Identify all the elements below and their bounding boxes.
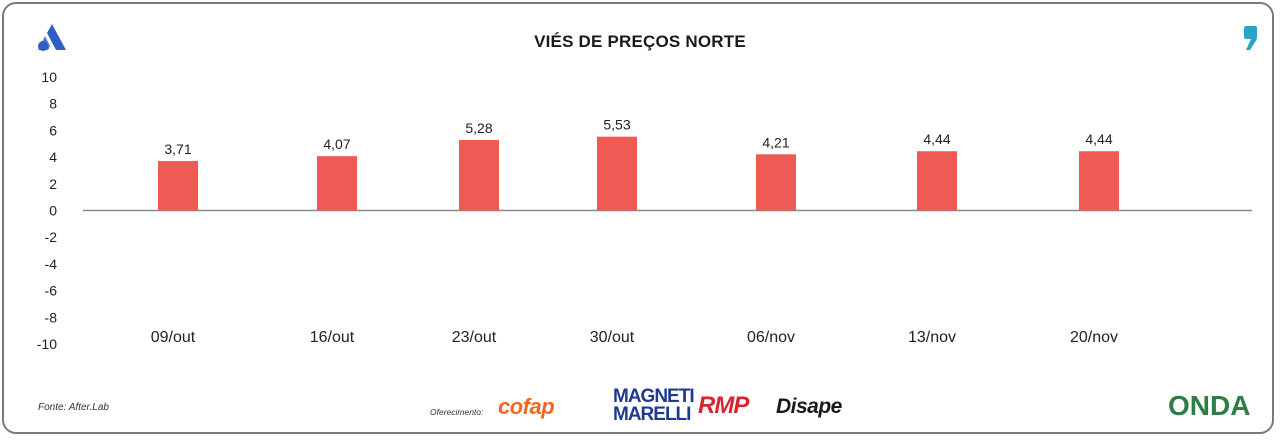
bar: [756, 154, 796, 211]
data-label: 5,53: [603, 117, 630, 133]
bar: [917, 151, 957, 211]
x-tick-label: 20/nov: [1070, 329, 1118, 346]
bars-group: [158, 136, 1119, 211]
data-labels-group: 3,71 4,07 5,28 5,53 4,21 4,44 4,44: [164, 117, 1112, 157]
x-tick-label: 13/nov: [908, 329, 956, 346]
data-label: 4,44: [923, 131, 950, 147]
x-tick-label: 06/nov: [747, 329, 795, 346]
cofap-logo: cofap: [498, 394, 555, 419]
comma-logo-icon: [1244, 26, 1257, 50]
x-tick-label: 09/out: [151, 329, 196, 346]
data-label: 4,07: [323, 136, 350, 152]
x-tick-label: 16/out: [310, 329, 355, 346]
rmp-logo: RMP: [698, 392, 749, 419]
y-tick-label: 2: [49, 176, 57, 192]
y-tick-label: 10: [41, 69, 57, 85]
bar-chart: 10 8 6 4 2 0 -2 -4 -6 -8 -10 3,71 4,07 5,28 5,53 4,21 4…: [37, 69, 1252, 352]
sponsor-label: Oferecimento:: [430, 407, 484, 417]
magneti-marelli-logo: MAGNETI MARELLI: [613, 386, 695, 425]
y-tick-label: 8: [49, 96, 57, 112]
x-axis-labels: 09/out 16/out 23/out 30/out 06/nov 13/nov 20/n…: [151, 329, 1118, 346]
bar: [1079, 151, 1119, 211]
y-tick-label: -4: [45, 256, 58, 272]
x-tick-label: 30/out: [590, 329, 635, 346]
data-label: 4,44: [1085, 131, 1112, 147]
source-note: Fonte: After.Lab: [38, 402, 109, 413]
y-tick-label: -2: [45, 229, 58, 245]
y-tick-label: -6: [45, 283, 58, 299]
data-label: 3,71: [164, 141, 191, 157]
y-tick-label: 4: [49, 149, 57, 165]
disape-logo: Disape: [776, 395, 842, 418]
y-tick-label: -10: [37, 336, 57, 352]
bar: [317, 156, 357, 211]
y-tick-label: -8: [45, 309, 58, 325]
y-tick-label: 0: [49, 203, 57, 219]
data-label: 4,21: [762, 134, 789, 150]
onda-logo: ONDA: [1168, 390, 1251, 421]
chart-card: [2, 2, 1274, 434]
x-tick-label: 23/out: [452, 329, 497, 346]
y-axis: 10 8 6 4 2 0 -2 -4 -6 -8 -10: [37, 69, 57, 352]
bar: [459, 140, 499, 211]
bar: [597, 136, 637, 211]
bar: [158, 160, 198, 211]
y-tick-label: 6: [49, 122, 57, 138]
data-label: 5,28: [465, 120, 492, 136]
after-lab-logo-icon: [38, 24, 66, 51]
chart-title: VIÉS DE PREÇOS NORTE: [534, 32, 746, 51]
